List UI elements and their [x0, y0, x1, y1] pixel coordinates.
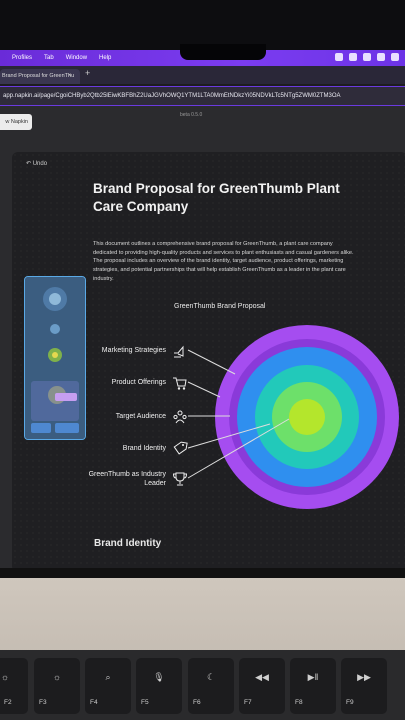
key-label: F4 — [90, 699, 98, 706]
tray-icon[interactable] — [377, 53, 385, 61]
diagram-title: GreenThumb Brand Proposal — [174, 303, 266, 310]
page-title: Brand Proposal for GreenThumb Plant Care… — [93, 181, 340, 215]
laptop-bezel — [0, 0, 405, 50]
key-f2[interactable]: ☼ F2 — [0, 658, 28, 714]
new-napkin-button[interactable]: w Napkin — [0, 114, 32, 130]
trophy-icon — [172, 472, 188, 486]
diagram-item-identity[interactable]: Brand Identity — [123, 441, 188, 457]
description-paragraph: This document outlines a comprehensive b… — [93, 241, 354, 282]
undo-label: Undo — [32, 161, 48, 167]
key-f3[interactable]: ☼ F3 — [34, 658, 80, 714]
tray-icon[interactable] — [335, 53, 343, 61]
key-f5[interactable]: 🎙 F5 — [136, 658, 182, 714]
camera-notch — [180, 44, 266, 60]
people-group-icon — [173, 410, 187, 424]
address-bar[interactable]: app.napkin.ai/page/CgoiCHByb2Qtb25lEiwKB… — [0, 86, 405, 106]
browser-tab-bar: Brand Proposal for GreenThu × + — [0, 66, 405, 84]
brightness-up-icon: ☼ — [52, 672, 62, 682]
key-label: F3 — [39, 699, 47, 706]
version-label: beta 0.5.0 — [180, 112, 203, 118]
key-f4[interactable]: ⌕ F4 — [85, 658, 131, 714]
url-text: app.napkin.ai/page/CgoiCHByb2Qtb25lEiwKB… — [3, 93, 341, 99]
key-label: F7 — [244, 699, 252, 706]
key-f8[interactable]: ▶‖ F8 — [290, 658, 336, 714]
tag-icon — [173, 441, 188, 455]
item-label: Target Audience — [115, 413, 166, 421]
ring-core — [289, 399, 325, 435]
section-heading: Brand Identity — [94, 538, 162, 549]
menu-window[interactable]: Window — [65, 55, 88, 61]
tray-icon[interactable] — [349, 53, 357, 61]
search-icon: ⌕ — [105, 672, 111, 682]
key-label: F9 — [346, 699, 354, 706]
document-canvas: ↶ Undo Brand Proposal for GreenThumb Pla… — [12, 152, 405, 572]
megaphone-hand-icon — [174, 345, 184, 358]
moon-icon: ☾ — [206, 672, 216, 682]
style-preview-image — [25, 277, 85, 439]
fast-forward-icon: ▶▶ — [357, 672, 371, 682]
item-label: Product Offerings — [111, 379, 166, 387]
connector-line — [187, 349, 236, 375]
diagram-rings — [215, 325, 399, 509]
key-f6[interactable]: ☾ F6 — [188, 658, 234, 714]
diagram-item-audience[interactable]: Target Audience — [116, 409, 188, 425]
menu-tab[interactable]: Tab — [44, 55, 54, 61]
undo-icon: ↶ — [26, 161, 32, 167]
microphone-icon: 🎙 — [153, 672, 165, 682]
key-label: F8 — [295, 699, 303, 706]
connector-lines — [187, 349, 290, 479]
close-tab-icon[interactable]: × — [68, 73, 72, 79]
napkin-app: w Napkin beta 0.5.0 ↶ Undo Brand Proposa… — [0, 106, 405, 576]
connector-line — [187, 418, 290, 479]
browser-tab[interactable]: Brand Proposal for GreenThu × — [0, 69, 80, 84]
key-label: F2 — [4, 699, 12, 706]
item-label: GreenThumb as Industry Leader — [88, 471, 166, 488]
style-preview-panel[interactable] — [24, 276, 86, 440]
tab-title: Brand Proposal for GreenThu — [2, 73, 75, 79]
play-pause-icon: ▶‖ — [307, 672, 319, 682]
diagram-item-marketing[interactable]: Marketing Strategies — [102, 343, 188, 359]
status-tray — [335, 53, 399, 61]
connector-line — [187, 381, 221, 398]
undo-button[interactable]: ↶ Undo — [26, 160, 47, 167]
new-tab-button[interactable]: + — [85, 68, 91, 78]
diagram-item-leader[interactable]: GreenThumb as Industry Leader — [80, 470, 188, 488]
item-label: Brand Identity — [122, 445, 166, 453]
connector-line — [187, 423, 271, 449]
menu-help[interactable]: Help — [99, 55, 112, 61]
menu-profiles[interactable]: Profiles — [12, 55, 33, 61]
key-f9[interactable]: ▶▶ F9 — [341, 658, 387, 714]
key-label: F6 — [193, 699, 201, 706]
tray-icon[interactable] — [363, 53, 371, 61]
key-label: F5 — [141, 699, 149, 706]
tray-icon[interactable] — [391, 53, 399, 61]
target-diagram[interactable] — [12, 152, 405, 572]
shopping-cart-icon — [173, 377, 187, 390]
item-label: Marketing Strategies — [101, 347, 166, 355]
key-f7[interactable]: ◀◀ F7 — [239, 658, 285, 714]
diagram-item-products[interactable]: Product Offerings — [112, 375, 188, 391]
screen-bottom-bezel — [0, 568, 405, 578]
brightness-down-icon: ☼ — [0, 672, 10, 682]
function-key-row: ☼ F2 ☼ F3 ⌕ F4 🎙 F5 ☾ F6 ◀◀ F7 ▶‖ F8 ▶▶ F9 — [0, 650, 405, 720]
rewind-icon: ◀◀ — [255, 672, 269, 682]
